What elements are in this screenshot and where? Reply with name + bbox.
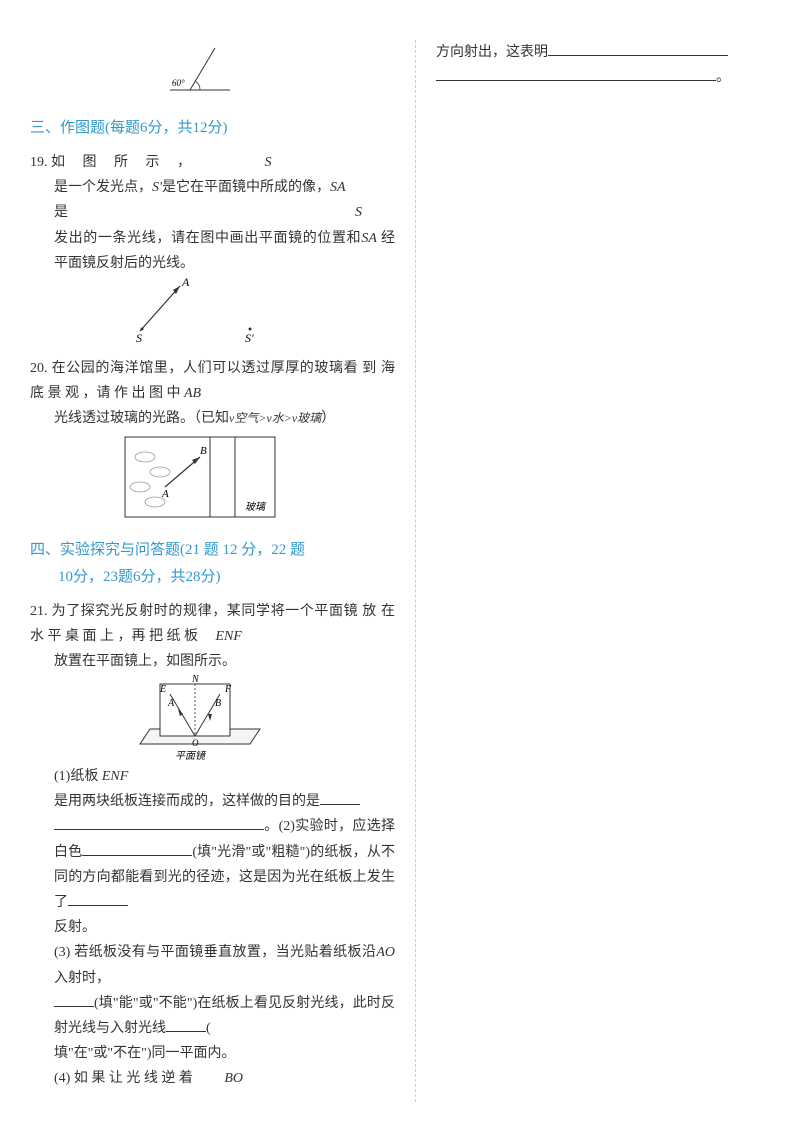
q20-text-2b: ） xyxy=(321,411,335,426)
svg-text:B: B xyxy=(215,698,221,709)
question-21: 21. 为了探究光反射时的规律，某同学将一个平面镜 放 在 水 平 桌 面 上 … xyxy=(30,599,395,1092)
q21-ENF2: ENF xyxy=(102,769,128,784)
question-19: 19. 如 图 所 示 ， S 是一个发光点，S'是它在平面镜中所成的像，SA … xyxy=(30,150,395,346)
q19-mirror-diagram: A S S' xyxy=(110,276,310,346)
section4-line2: 10分，23题6分，共28分) xyxy=(30,569,221,585)
q21-reflect-diagram: E N F A B O 平面镜 xyxy=(130,674,270,764)
section-3-title: 三、作图题(每题6分，共12分) xyxy=(30,115,395,142)
blank-2 xyxy=(54,829,264,830)
blank-1 xyxy=(320,804,360,805)
svg-text:F: F xyxy=(224,684,232,695)
q19-text-2b: 是它在平面镜中所成的像， xyxy=(162,180,330,195)
q19-text-2a: 是一个发光点， xyxy=(54,180,152,195)
q21-AO: AO xyxy=(376,945,395,960)
q19-text-1: 如 图 所 示 ， xyxy=(51,155,191,170)
q21-intro1: 为了探究光反射时的规律，某同学将一个平面镜 放 在 水 平 桌 面 上 ，再 把… xyxy=(30,604,395,644)
column-divider xyxy=(415,40,416,1102)
q21-sub3a: (3) 若纸板没有与平面镜垂直放置，当光贴着纸板沿 xyxy=(54,945,376,960)
q21-sub1a: (1)纸板 xyxy=(54,769,102,784)
q20-text-2a: 光线透过玻璃的光路。（已知 xyxy=(54,411,229,426)
blank-tr2 xyxy=(436,80,716,81)
blank-tr1 xyxy=(548,55,728,56)
question-20: 20. 在公园的海洋馆里，人们可以透过厚厚的玻璃看 到 海 底 景 观 ，请 作… xyxy=(30,356,395,522)
q21-sub4a: (4) 如 果 让 光 线 逆 着 xyxy=(54,1071,193,1086)
q21-sub3b: 入射时， xyxy=(54,971,110,986)
angle-60-diagram: 60° xyxy=(160,40,240,100)
q21-ENF: ENF xyxy=(216,629,242,644)
tr-suffix: 。 xyxy=(716,70,730,85)
q21-BO: BO xyxy=(224,1071,243,1086)
q19-S2: S xyxy=(355,205,362,220)
blank-5 xyxy=(54,1006,94,1007)
svg-text:A: A xyxy=(167,698,175,709)
right-column: 方向射出，这表明 。 xyxy=(436,40,776,1102)
q19-text-4a: 发出的一条光线，请在图中画出平面镜的位置和 xyxy=(54,231,361,246)
tr-line1: 方向射出，这表明 xyxy=(436,45,548,60)
blank-6 xyxy=(166,1031,206,1032)
q19-SA2: SA xyxy=(361,231,377,246)
q21-sub3d: ( xyxy=(206,1021,211,1036)
q21-sub3e: 填"在"或"不在")同一平面内。 xyxy=(54,1046,236,1061)
section4-line1: 四、实验探究与问答题(21 题 12 分，22 题 xyxy=(30,542,305,558)
q20-AB: AB xyxy=(184,386,201,401)
svg-text:E: E xyxy=(159,684,166,695)
q19-number: 19. xyxy=(30,150,48,175)
svg-text:N: N xyxy=(191,674,200,685)
blank-4 xyxy=(68,905,128,906)
svg-text:平面镜: 平面镜 xyxy=(175,750,207,762)
svg-text:S': S' xyxy=(245,331,254,345)
q20-vrel: v空气>v水>v玻璃 xyxy=(229,411,321,425)
q19-S: S xyxy=(265,155,272,170)
left-column: 60° 三、作图题(每题6分，共12分) 19. 如 图 所 示 ， S 是一个… xyxy=(30,40,395,1102)
svg-text:60°: 60° xyxy=(172,78,185,88)
svg-text:S: S xyxy=(136,331,142,345)
top-right-fragment: 方向射出，这表明 。 xyxy=(436,40,776,90)
q20-text-1: 在公园的海洋馆里，人们可以透过厚厚的玻璃看 到 海 底 景 观 ，请 作 出 图… xyxy=(30,361,395,401)
svg-text:A: A xyxy=(181,276,190,289)
q20-number: 20. xyxy=(30,356,48,381)
q21-intro2: 放置在平面镜上，如图所示。 xyxy=(54,654,236,669)
q21-sub2c: 反射。 xyxy=(54,920,96,935)
q19-text-3a: 是 xyxy=(54,205,68,220)
svg-text:O: O xyxy=(192,738,199,748)
q19-SA: SA xyxy=(330,180,346,195)
q21-sub3c: (填"能"或"不能")在纸板上看见反射光线，此时反射光线与入射光线 xyxy=(54,996,395,1036)
q21-sub1c: 是用两块纸板连接而成的，这样做的目的是 xyxy=(54,794,320,809)
q20-glass-diagram: A B 玻璃 xyxy=(120,432,280,522)
svg-text:B: B xyxy=(200,445,207,457)
svg-text:玻璃: 玻璃 xyxy=(245,501,267,513)
blank-3 xyxy=(82,855,192,856)
q21-number: 21. xyxy=(30,599,48,624)
section-4-title: 四、实验探究与问答题(21 题 12 分，22 题 10分，23题6分，共28分… xyxy=(30,537,395,591)
q19-Sprime: S' xyxy=(152,180,162,195)
